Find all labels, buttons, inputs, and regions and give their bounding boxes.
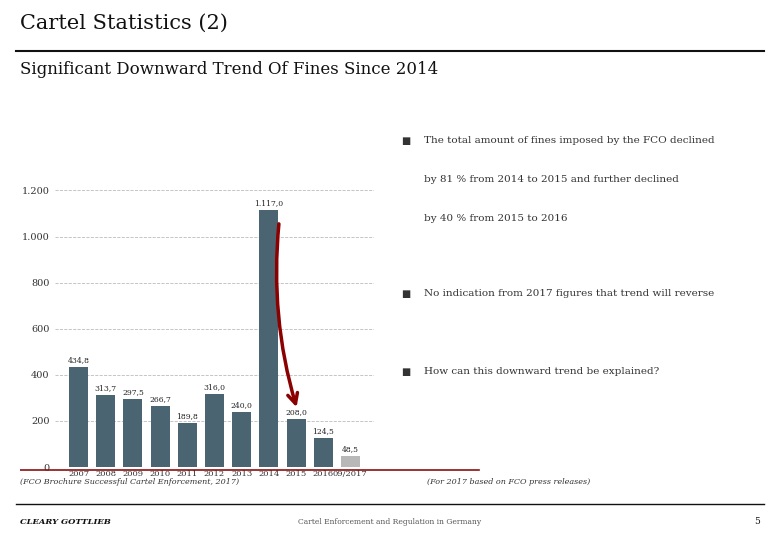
Text: ■: ■ bbox=[401, 289, 410, 299]
Bar bbox=[205, 394, 224, 467]
Text: (FCO Brochure Successful Cartel Enforcement, 2017): (FCO Brochure Successful Cartel Enforcem… bbox=[20, 478, 239, 485]
Text: CLEARY GOTTLIEB: CLEARY GOTTLIEB bbox=[20, 518, 111, 526]
Text: Significant Downward Trend Of Fines Since 2014: Significant Downward Trend Of Fines Sinc… bbox=[20, 62, 438, 78]
Text: 208,0: 208,0 bbox=[285, 408, 307, 416]
Text: How can this downward trend be explained?: How can this downward trend be explained… bbox=[424, 367, 659, 376]
Bar bbox=[232, 412, 251, 467]
Text: 434,8: 434,8 bbox=[68, 356, 90, 364]
Text: No indication from 2017 figures that trend will reverse: No indication from 2017 figures that tre… bbox=[424, 289, 714, 298]
Text: 5: 5 bbox=[754, 517, 760, 526]
Bar bbox=[123, 399, 143, 467]
Text: 266,7: 266,7 bbox=[149, 395, 171, 403]
Bar bbox=[151, 406, 170, 467]
Text: 313,7: 313,7 bbox=[94, 384, 117, 392]
Text: 316,0: 316,0 bbox=[204, 383, 225, 392]
Bar bbox=[314, 438, 333, 467]
Text: 48,5: 48,5 bbox=[342, 445, 359, 453]
Text: 240,0: 240,0 bbox=[231, 401, 253, 409]
Bar bbox=[96, 395, 115, 467]
Bar bbox=[69, 367, 88, 467]
Text: Cartel Statistics (2): Cartel Statistics (2) bbox=[20, 14, 228, 32]
Text: 189,8: 189,8 bbox=[176, 413, 198, 421]
Bar bbox=[341, 456, 360, 467]
Text: by 40 % from 2015 to 2016: by 40 % from 2015 to 2016 bbox=[424, 214, 567, 223]
Text: Fines Imposed by FCO: Fines Imposed by FCO bbox=[35, 126, 175, 137]
Text: The total amount of fines imposed by the FCO declined: The total amount of fines imposed by the… bbox=[424, 136, 714, 145]
Text: Cartel Enforcement and Regulation in Germany: Cartel Enforcement and Regulation in Ger… bbox=[299, 518, 481, 526]
Bar bbox=[178, 423, 197, 467]
Text: 1.117,0: 1.117,0 bbox=[254, 199, 283, 207]
Bar bbox=[286, 419, 306, 467]
Text: by 81 % from 2014 to 2015 and further declined: by 81 % from 2014 to 2015 and further de… bbox=[424, 175, 679, 184]
Bar bbox=[259, 210, 278, 467]
Text: 297,5: 297,5 bbox=[122, 388, 144, 396]
Text: 124,5: 124,5 bbox=[312, 428, 334, 436]
Text: ■: ■ bbox=[401, 367, 410, 377]
Text: ■: ■ bbox=[401, 136, 410, 146]
Text: (For 2017 based on FCO press releases): (For 2017 based on FCO press releases) bbox=[427, 478, 590, 485]
Text: (total in million € per year): (total in million € per year) bbox=[35, 150, 168, 159]
